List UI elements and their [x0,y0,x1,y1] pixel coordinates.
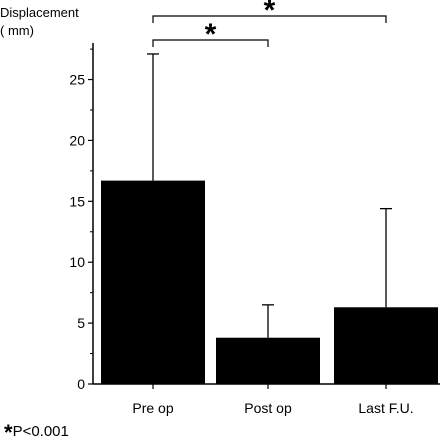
x-tick-label: Last F.U. [358,400,413,416]
y-tick-label: 20 [69,132,85,148]
bar [216,337,320,384]
significance-star: * [205,18,217,51]
y-axis-label-line1: Displacement [0,5,79,20]
y-tick-label: 0 [77,376,85,392]
x-tick-label: Pre op [132,400,173,416]
bar [101,180,205,384]
y-axis-label-line2: ( mm) [0,23,34,38]
significance-star: * [264,0,276,27]
footnote: *P<0.001 [4,416,69,445]
y-tick-label: 10 [69,254,85,270]
y-tick-label: 25 [69,72,85,88]
significance-bracket [152,39,269,47]
footnote-star: * [4,420,13,445]
y-tick-label: 5 [77,315,85,331]
y-tick-label: 15 [69,193,85,209]
x-tick-label: Post op [244,400,292,416]
significance-bracket [152,15,387,23]
bar [334,307,438,384]
footnote-text: P<0.001 [12,423,69,440]
